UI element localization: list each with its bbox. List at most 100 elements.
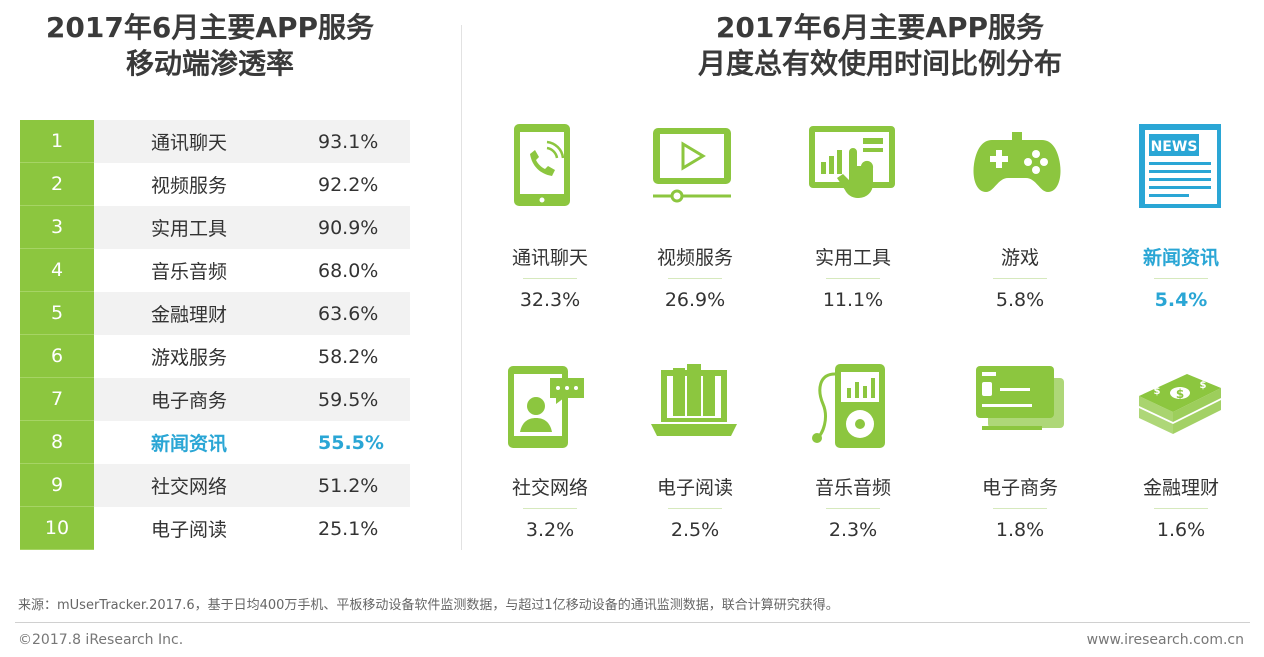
usage-share-value: 5.4% — [1154, 289, 1208, 311]
usage-item: 视频服务 26.9% — [615, 120, 775, 311]
label-underline — [826, 278, 880, 279]
penetration-value: 90.9% — [318, 216, 379, 239]
right-chart-title: 2017年6月主要APP服务 月度总有效使用时间比例分布 — [610, 10, 1150, 82]
usage-category-label: 音乐音频 — [814, 477, 891, 499]
usage-share-value: 1.8% — [995, 519, 1045, 541]
penetration-value: 92.2% — [318, 173, 379, 196]
usage-category-label: 金融理财 — [1142, 477, 1219, 499]
rank-number: 6 — [20, 335, 94, 378]
usage-share-value: 5.8% — [995, 289, 1045, 311]
usage-item: 电子商务 1.8% — [940, 360, 1100, 541]
category-name: 电子商务 — [151, 390, 228, 412]
usage-category-label: 实用工具 — [814, 247, 891, 269]
category-name: 视频服务 — [151, 175, 228, 197]
credit-card-icon — [976, 366, 1064, 430]
right-title-line-2: 月度总有效使用时间比例分布 — [697, 47, 1062, 80]
table-row: 7 电子商务 59.5% — [20, 378, 410, 421]
rank-number: 5 — [20, 292, 94, 335]
right-title-line-1: 2017年6月主要APP服务 — [715, 11, 1045, 44]
usage-category-label: 视频服务 — [656, 247, 733, 269]
svg-text:NEWS: NEWS — [1151, 139, 1198, 155]
usage-item: $ $ $ 金融理财 1.6% — [1101, 360, 1261, 541]
usage-item: 电子阅读 2.5% — [615, 360, 775, 541]
money-stack-icon: $ $ $ — [1139, 374, 1221, 434]
usage-category-label: 电子商务 — [981, 477, 1058, 499]
rank-number: 7 — [20, 378, 94, 421]
usage-item: 游戏 5.8% — [940, 120, 1100, 311]
rank-number: 3 — [20, 206, 94, 249]
table-row: 1 通讯聊天 93.1% — [20, 120, 410, 163]
video-player-icon — [653, 128, 731, 203]
gamepad-icon — [973, 132, 1061, 192]
table-row: 2 视频服务 92.2% — [20, 163, 410, 206]
left-title-line-1: 2017年6月主要APP服务 — [45, 11, 375, 44]
ebook-laptop-icon — [651, 364, 737, 436]
category-name: 实用工具 — [151, 218, 228, 240]
usage-share-value: 2.3% — [828, 519, 878, 541]
category-name: 金融理财 — [151, 304, 228, 326]
label-underline — [993, 508, 1047, 509]
usage-share-value: 32.3% — [519, 289, 581, 311]
footer-divider — [15, 622, 1250, 623]
source-note: 来源：mUserTracker.2017.6，基于日均400万手机、平板移动设备… — [18, 598, 839, 613]
svg-text:$: $ — [1154, 386, 1161, 397]
phone-tablet-icon — [514, 124, 570, 206]
social-chat-icon — [508, 366, 584, 448]
usage-share-value: 1.6% — [1156, 519, 1206, 541]
rank-number: 8 — [20, 421, 94, 464]
usage-share-value: 11.1% — [822, 289, 884, 311]
category-name: 游戏服务 — [151, 347, 228, 369]
svg-text:$: $ — [1200, 380, 1207, 391]
table-row: 5 金融理财 63.6% — [20, 292, 410, 335]
usage-category-label: 新闻资讯 — [1142, 247, 1219, 269]
label-underline — [668, 278, 722, 279]
usage-item: 通讯聊天 32.3% — [470, 120, 630, 311]
left-title-line-2: 移动端渗透率 — [125, 47, 294, 80]
penetration-value: 63.6% — [318, 302, 379, 325]
table-row: 3 实用工具 90.9% — [20, 206, 410, 249]
touch-tool-icon — [809, 126, 895, 198]
penetration-value: 59.5% — [318, 388, 379, 411]
rank-number: 2 — [20, 163, 94, 206]
footer-url: www.iresearch.com.cn — [1086, 632, 1244, 648]
left-chart-title: 2017年6月主要APP服务 移动端渗透率 — [10, 10, 410, 82]
table-row: 4 音乐音频 68.0% — [20, 249, 410, 292]
category-name: 音乐音频 — [151, 261, 228, 283]
penetration-value: 68.0% — [318, 259, 379, 282]
rank-number: 4 — [20, 249, 94, 292]
svg-text:$: $ — [1176, 387, 1184, 401]
category-name: 通讯聊天 — [151, 132, 228, 154]
usage-item: 实用工具 11.1% — [773, 120, 933, 311]
table-row: 8 新闻资讯 55.5% — [20, 421, 410, 464]
penetration-value: 93.1% — [318, 130, 379, 153]
label-underline — [826, 508, 880, 509]
label-underline — [1154, 278, 1208, 279]
usage-share-value: 26.9% — [664, 289, 726, 311]
label-underline — [1154, 508, 1208, 509]
music-player-icon — [812, 364, 885, 448]
newspaper-icon: NEWS — [1139, 124, 1221, 208]
table-row: 6 游戏服务 58.2% — [20, 335, 410, 378]
label-underline — [668, 508, 722, 509]
usage-item: NEWS 新闻资讯 5.4% — [1101, 120, 1261, 311]
usage-category-label: 社交网络 — [511, 477, 588, 499]
usage-category-label: 游戏 — [1000, 247, 1039, 269]
usage-item: 音乐音频 2.3% — [773, 360, 933, 541]
rank-number: 10 — [20, 507, 94, 550]
penetration-value: 51.2% — [318, 474, 379, 497]
penetration-value: 58.2% — [318, 345, 379, 368]
penetration-table: 1 通讯聊天 93.1% 2 视频服务 92.2% 3 实用工具 90.9% 4 音乐音频 68.0%… — [20, 120, 410, 550]
copyright: ©2017.8 iResearch Inc. — [18, 632, 184, 648]
usage-share-value: 3.2% — [525, 519, 575, 541]
table-row: 10 电子阅读 25.1% — [20, 507, 410, 550]
category-name: 社交网络 — [151, 476, 228, 498]
usage-item: 社交网络 3.2% — [470, 360, 630, 541]
penetration-value: 25.1% — [318, 517, 379, 540]
rank-number: 9 — [20, 464, 94, 507]
penetration-value: 55.5% — [318, 431, 384, 454]
vertical-divider — [461, 25, 462, 550]
table-row: 9 社交网络 51.2% — [20, 464, 410, 507]
label-underline — [523, 278, 577, 279]
label-underline — [993, 278, 1047, 279]
category-name: 电子阅读 — [151, 519, 228, 541]
